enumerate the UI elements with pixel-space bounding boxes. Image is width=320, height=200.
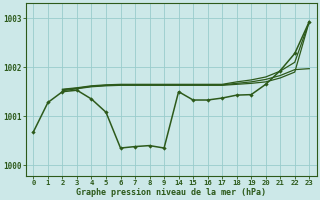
X-axis label: Graphe pression niveau de la mer (hPa): Graphe pression niveau de la mer (hPa) [76, 188, 266, 197]
